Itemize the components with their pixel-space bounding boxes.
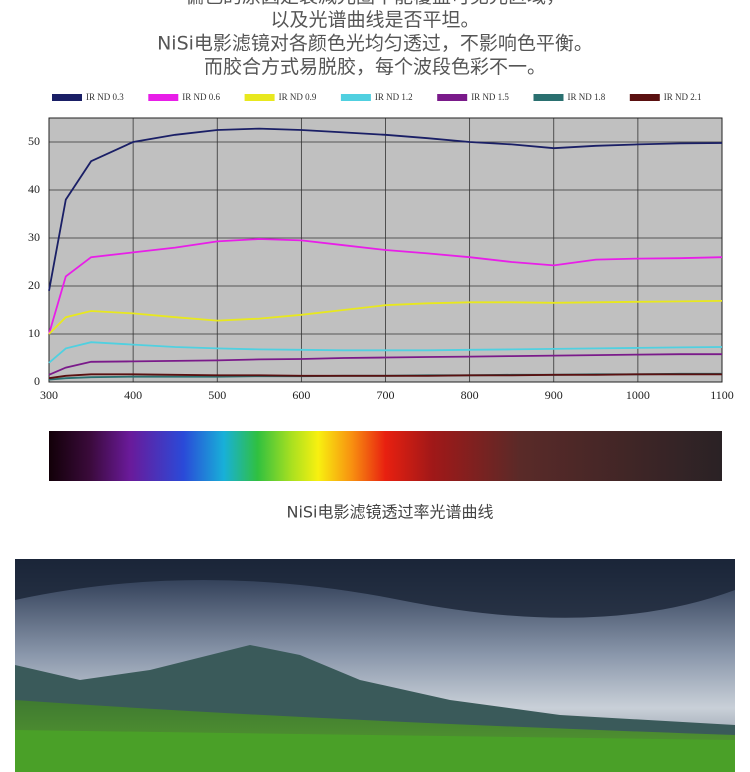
- legend-swatch: [629, 94, 660, 101]
- x-tick-label: 1100: [710, 388, 734, 402]
- x-tick-label: 600: [292, 388, 310, 402]
- y-tick-label: 20: [28, 278, 40, 292]
- legend-swatch: [148, 94, 179, 101]
- series-line: [48, 373, 722, 380]
- legend-swatch: [340, 94, 371, 101]
- intro-line: 以及光谱曲线是否平坦。: [270, 9, 479, 31]
- series-line: [48, 300, 723, 335]
- x-tick-label: 1000: [626, 388, 650, 402]
- caption: NiSi电影滤镜透过率光谱曲线: [286, 503, 493, 522]
- legend-swatch: [533, 94, 564, 101]
- x-tick-label: 400: [124, 388, 142, 402]
- series-line: [48, 341, 723, 364]
- series-line: [48, 127, 723, 291]
- x-tick-label: 700: [377, 388, 395, 402]
- legend-label: IR ND 2.1: [664, 92, 702, 102]
- y-tick-label: 10: [28, 326, 40, 340]
- legend-label: IR ND 1.8: [568, 92, 606, 102]
- plot-frame: [48, 117, 723, 383]
- legend-label: IR ND 0.3: [86, 92, 124, 102]
- x-tick-label: 300: [40, 388, 58, 402]
- intro-line: 而胶合方式易脱胶，每个波段色彩不一。: [204, 56, 546, 78]
- legend-swatch: [437, 94, 468, 101]
- x-tick-label: 500: [208, 388, 226, 402]
- y-tick-label: 40: [28, 182, 40, 196]
- legend-label: IR ND 0.9: [279, 92, 317, 102]
- series-line: [48, 353, 722, 376]
- y-tick-label: 50: [28, 134, 40, 148]
- intro-line: NiSi电影滤镜对各颜色光均匀透过，不影响色平衡。: [157, 33, 593, 55]
- y-tick-label: 30: [28, 230, 40, 244]
- x-tick-label: 900: [545, 388, 563, 402]
- intro-line: 偏色的原因是衰减光圈不能覆盖可见光区域，: [185, 0, 565, 8]
- legend-label: IR ND 1.5: [471, 92, 509, 102]
- series-line: [48, 238, 723, 335]
- legend-swatch: [52, 94, 82, 101]
- landscape-photo: [15, 559, 735, 772]
- y-tick-label: 0: [34, 374, 40, 388]
- spectrum-bar: [49, 431, 722, 481]
- x-tick-label: 800: [461, 388, 479, 402]
- legend-swatch: [244, 94, 275, 101]
- legend-label: IR ND 0.6: [182, 92, 220, 102]
- legend-label: IR ND 1.2: [375, 92, 413, 102]
